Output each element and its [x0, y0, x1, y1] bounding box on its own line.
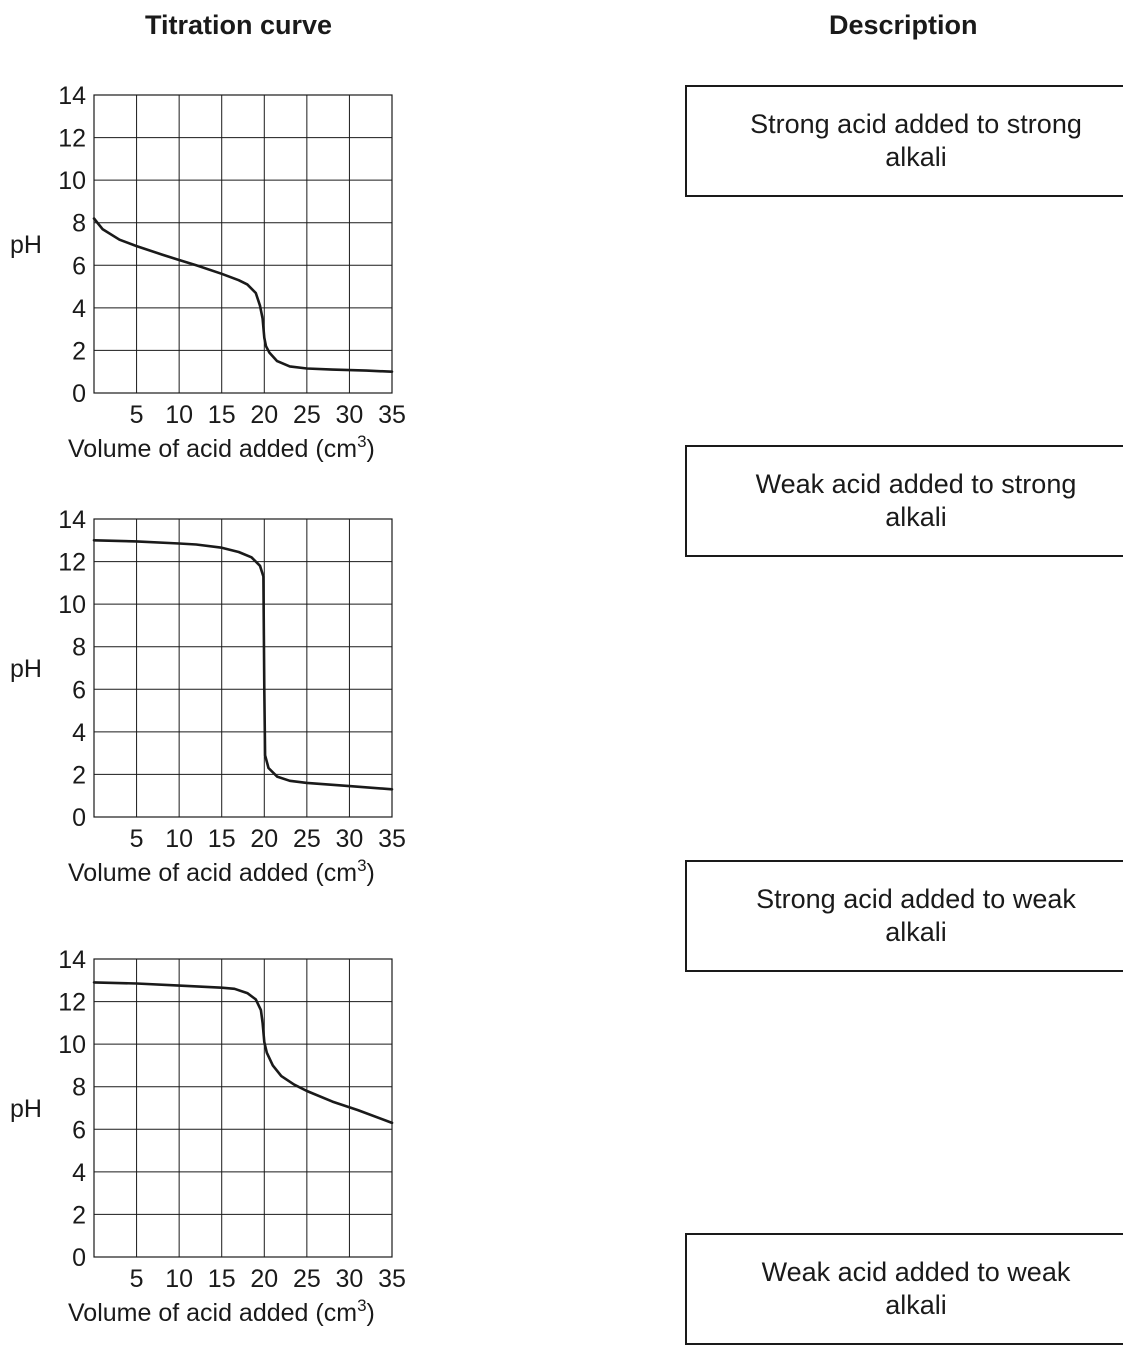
x-tick-label: 15 — [208, 825, 236, 853]
x-axis-label: Volume of acid added (cm3) — [68, 432, 375, 463]
titration-curve-heading: Titration curve — [145, 10, 333, 40]
x-tick-label: 30 — [336, 401, 364, 429]
description-text-3: Strong acid added to weak alkali — [716, 883, 1116, 949]
x-tick-label: 30 — [336, 825, 364, 853]
y-tick-label: 8 — [72, 210, 86, 238]
plot-frame — [93, 958, 393, 1258]
y-tick-label: 14 — [58, 946, 86, 974]
plot-frame — [93, 94, 393, 394]
x-tick-label: 10 — [165, 1265, 193, 1293]
y-tick-label: 2 — [72, 337, 86, 365]
x-tick-label: 35 — [378, 1265, 406, 1293]
titration-curve-line — [92, 981, 394, 1125]
x-tick-label: 10 — [165, 401, 193, 429]
x-tick-label: 20 — [250, 401, 278, 429]
description-box-2[interactable]: Weak acid added to strong alkali — [685, 445, 1123, 557]
y-tick-label: 2 — [72, 1201, 86, 1229]
y-tick-label: 6 — [72, 676, 86, 704]
y-tick-label: 4 — [72, 1159, 86, 1187]
description-line2: alkali — [885, 142, 947, 172]
x-tick-label: 20 — [250, 825, 278, 853]
y-tick-label: 12 — [58, 989, 86, 1017]
y-tick-label: 4 — [72, 719, 86, 747]
titration-curve-line — [92, 538, 394, 791]
x-tick-label: 10 — [165, 825, 193, 853]
description-text-1: Strong acid added to strong alkali — [716, 108, 1116, 174]
description-line2: alkali — [885, 917, 947, 947]
y-tick-label: 6 — [72, 1116, 86, 1144]
titration-curve-line — [92, 217, 394, 374]
description-line1: Weak acid added to weak — [761, 1257, 1071, 1287]
y-tick-label: 10 — [58, 1031, 86, 1059]
y-tick-label: 6 — [72, 252, 86, 280]
description-box-3[interactable]: Strong acid added to weak alkali — [685, 860, 1123, 972]
x-tick-label: 15 — [208, 1265, 236, 1293]
y-tick-label: 12 — [58, 125, 86, 153]
x-tick-label: 5 — [130, 1265, 144, 1293]
y-axis-label: pH — [10, 231, 42, 259]
description-heading: Description — [829, 10, 978, 40]
description-text-2: Weak acid added to strong alkali — [716, 468, 1116, 534]
x-tick-label: 35 — [378, 401, 406, 429]
y-tick-label: 0 — [72, 1244, 86, 1272]
x-tick-label: 35 — [378, 825, 406, 853]
description-box-4[interactable]: Weak acid added to weak alkali — [685, 1233, 1123, 1345]
y-tick-label: 12 — [58, 549, 86, 577]
x-axis-label: Volume of acid added (cm3) — [68, 856, 375, 887]
x-tick-label: 25 — [293, 1265, 321, 1293]
description-text-4: Weak acid added to weak alkali — [716, 1256, 1116, 1322]
description-box-1[interactable]: Strong acid added to strong alkali — [685, 85, 1123, 197]
x-tick-label: 15 — [208, 401, 236, 429]
description-line1: Strong acid added to strong — [750, 109, 1082, 139]
y-tick-label: 14 — [58, 82, 86, 110]
x-axis-label: Volume of acid added (cm3) — [68, 1296, 375, 1327]
y-tick-label: 10 — [58, 167, 86, 195]
y-tick-label: 0 — [72, 804, 86, 832]
x-tick-label: 25 — [293, 401, 321, 429]
y-tick-label: 0 — [72, 380, 86, 408]
y-axis-label: pH — [10, 1095, 42, 1123]
description-line2: alkali — [885, 1290, 947, 1320]
x-tick-label: 5 — [130, 401, 144, 429]
y-tick-label: 10 — [58, 591, 86, 619]
description-line1: Weak acid added to strong — [755, 469, 1077, 499]
description-line2: alkali — [885, 502, 947, 532]
y-tick-label: 14 — [58, 506, 86, 534]
y-tick-label: 8 — [72, 1074, 86, 1102]
x-tick-label: 30 — [336, 1265, 364, 1293]
y-tick-label: 2 — [72, 761, 86, 789]
y-tick-label: 4 — [72, 295, 86, 323]
x-tick-label: 5 — [130, 825, 144, 853]
y-axis-label: pH — [10, 655, 42, 683]
description-line1: Strong acid added to weak — [756, 884, 1076, 914]
x-tick-label: 25 — [293, 825, 321, 853]
plot-frame — [93, 518, 393, 818]
x-tick-label: 20 — [250, 1265, 278, 1293]
y-tick-label: 8 — [72, 634, 86, 662]
